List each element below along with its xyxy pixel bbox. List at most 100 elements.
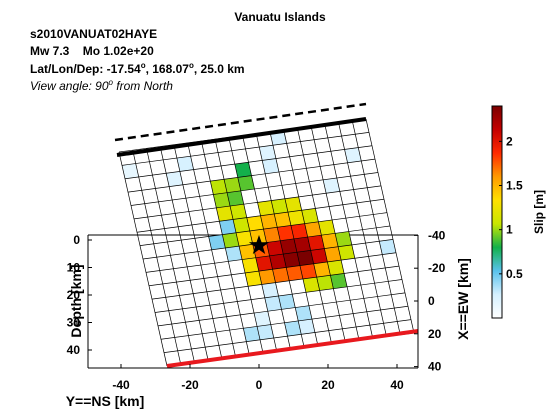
slip-cell — [321, 233, 339, 249]
slip-cell — [257, 324, 274, 340]
slip-cell — [261, 282, 279, 298]
grid-col-line — [214, 139, 264, 354]
slip-cell — [122, 163, 139, 179]
x-tick-label: -20 — [181, 378, 199, 392]
slip-cell — [245, 271, 262, 287]
y2-tick-label: -20 — [428, 261, 446, 275]
slip-cell — [210, 179, 228, 195]
location-depth: , 25.0 km — [193, 62, 245, 76]
location-label: Lat/Lon/Dep: — [30, 62, 107, 76]
y-tick-label: 20 — [67, 288, 81, 302]
slip-cell — [344, 147, 362, 163]
y-tick-label: 40 — [67, 343, 81, 357]
slip-cell — [266, 240, 284, 256]
slip-cell — [310, 248, 328, 264]
slip-cell — [307, 235, 325, 251]
colorbar-tick-label: 1.5 — [506, 179, 523, 193]
slip-cell — [269, 254, 287, 270]
grid-col-line — [283, 129, 333, 345]
slip-cell — [324, 246, 342, 262]
slip-cell — [264, 296, 282, 312]
slip-cell — [327, 260, 345, 276]
slip-cell — [286, 265, 303, 281]
figure-header: Vanuatu Islands s2010VANUAT02HAYE Mw 7.3… — [0, 0, 560, 100]
slip-cell — [287, 210, 305, 226]
slip-cell — [246, 215, 264, 231]
slip-cell — [224, 177, 241, 193]
slip-cell — [255, 255, 273, 272]
grid-col-line — [132, 150, 182, 365]
slip-cell — [304, 221, 322, 237]
slip-cell — [213, 192, 231, 208]
x-tick-label: 20 — [321, 378, 335, 392]
y-axis-label: Depth [km] — [68, 264, 84, 337]
grid-col-line — [310, 126, 360, 341]
slip-cell — [208, 234, 226, 250]
grid-col-line — [187, 142, 236, 357]
magnitude-line: Mw 7.3 Mo 1.02e+20 — [30, 44, 154, 58]
slip-cell — [338, 244, 355, 261]
slip-cell — [216, 206, 234, 222]
degree-sup-lat: o — [140, 61, 146, 70]
x-tick-label: 40 — [390, 378, 404, 392]
degree-sup-lon: o — [188, 61, 194, 70]
slip-cell — [263, 227, 281, 243]
fault-top-edge — [116, 117, 367, 157]
colorbar — [491, 105, 503, 319]
y2-tick-label: -40 — [428, 228, 446, 242]
slip-cell — [230, 204, 247, 220]
view-angle-suffix: from North — [112, 79, 173, 93]
moment: Mo 1.02e+20 — [82, 44, 154, 58]
y2-tick-label: 0 — [428, 294, 435, 308]
x-tick-label: 0 — [256, 378, 263, 392]
y-tick-label: 30 — [67, 316, 81, 330]
slip-cell — [290, 223, 308, 239]
x-axis-label: Y==NS [km] — [66, 393, 145, 409]
slip-cell — [227, 190, 244, 207]
slip-cell — [323, 178, 340, 194]
grid-col-line — [324, 124, 374, 339]
event-id: s2010VANUAT02HAYE — [30, 27, 158, 41]
y-tick-label: 0 — [73, 233, 80, 247]
slip-cell — [330, 273, 348, 289]
slip-cell — [335, 231, 352, 247]
slip-cell — [284, 320, 302, 337]
slip-cell — [176, 156, 194, 172]
slip-cell — [379, 239, 396, 255]
grid-col-line — [297, 128, 346, 343]
slip-cell — [259, 145, 276, 161]
slip-cell — [236, 230, 253, 247]
slip-cell — [274, 212, 291, 228]
slip-cell — [295, 305, 312, 321]
location-lon: , 168.07 — [145, 62, 189, 76]
fault-grid — [118, 118, 415, 367]
slip-cell — [249, 229, 267, 245]
trench-dashed-line — [114, 102, 367, 142]
slip-cell — [313, 261, 331, 278]
slip-cell — [299, 263, 317, 279]
magnitude: Mw 7.3 — [30, 44, 70, 58]
slip-cell — [271, 198, 288, 214]
y2-tick-label: 20 — [428, 327, 442, 341]
y2-tick-label: 40 — [428, 360, 442, 374]
grid-col-line — [365, 118, 415, 334]
view-angle-sup: o — [108, 78, 113, 87]
slip-cell — [298, 319, 315, 335]
location-lat: -17.54 — [106, 62, 141, 76]
view-angle-line: View angle: 90o from North — [30, 78, 173, 93]
colorbar-tick-label: 2 — [506, 134, 513, 148]
slip-cell — [242, 257, 259, 273]
fault-bottom-edge — [166, 329, 419, 368]
colorbar-tick-label: 0.5 — [506, 267, 523, 281]
grid-col-line — [269, 131, 319, 346]
x-tick-label: -40 — [112, 378, 130, 392]
slip-cell — [219, 219, 237, 235]
slip-cell — [280, 238, 297, 255]
slip-cell — [239, 244, 256, 260]
y2-axis-label: X==EW [km] — [455, 258, 471, 340]
slip-cell — [316, 275, 334, 291]
colorbar-tick-label: 1 — [506, 223, 513, 237]
location-line: Lat/Lon/Dep: -17.54o, 168.07o, 25.0 km — [30, 61, 245, 76]
grid-col-line — [200, 140, 250, 356]
slip-cell — [302, 277, 320, 293]
